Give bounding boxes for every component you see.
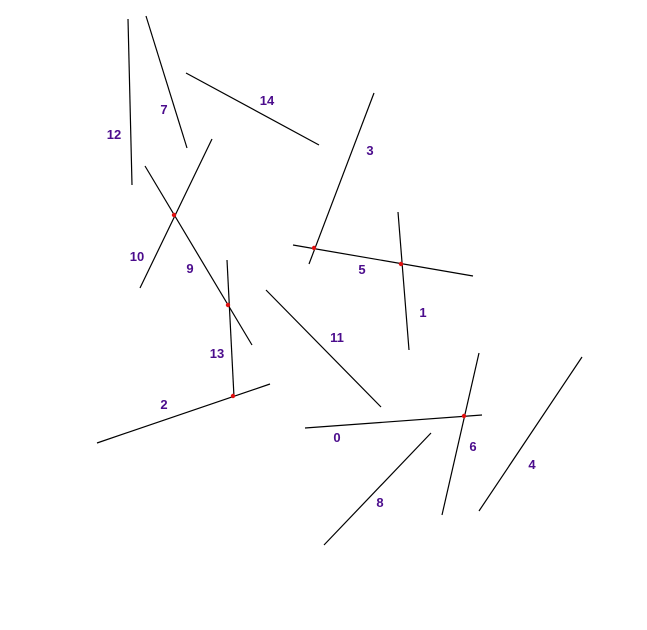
segment-label-14: 14: [260, 93, 275, 108]
segment-label-12: 12: [107, 127, 121, 142]
segment-3: [308, 92, 375, 265]
segment-9: [144, 165, 253, 346]
segment-10: [139, 138, 213, 289]
segment-label-10: 10: [130, 249, 144, 264]
segment-12: [127, 18, 133, 186]
intersection-points-layer: [171, 212, 467, 419]
segment-4: [478, 356, 583, 512]
segment-label-8: 8: [376, 495, 383, 510]
segment-label-7: 7: [160, 102, 167, 117]
segment-1: [397, 211, 410, 351]
segment-7: [145, 15, 188, 149]
segment-label-2: 2: [160, 397, 167, 412]
segment-label-9: 9: [186, 261, 193, 276]
segment-11: [265, 289, 382, 408]
segment-label-0: 0: [333, 430, 340, 445]
segment-14: [185, 72, 320, 146]
intersection-point-1-5: [398, 261, 404, 267]
intersection-point-0-6: [461, 413, 467, 419]
intersection-point-2-13: [230, 393, 236, 399]
segment-13: [226, 259, 235, 398]
segment-label-1: 1: [419, 305, 426, 320]
segment-0: [304, 414, 483, 429]
segment-label-3: 3: [366, 143, 373, 158]
segment-6: [441, 352, 480, 516]
segments-layer: [96, 15, 583, 546]
segment-label-13: 13: [210, 346, 224, 361]
segment-label-4: 4: [528, 457, 536, 472]
segment-5: [292, 244, 474, 277]
segment-label-11: 11: [330, 330, 344, 345]
segment-8: [323, 432, 432, 546]
intersection-point-3-5: [311, 245, 317, 251]
intersection-point-9-13: [225, 302, 231, 308]
intersection-point-9-10: [171, 212, 177, 218]
segment-label-5: 5: [358, 262, 365, 277]
segment-2: [96, 383, 271, 444]
segment-label-6: 6: [469, 439, 476, 454]
